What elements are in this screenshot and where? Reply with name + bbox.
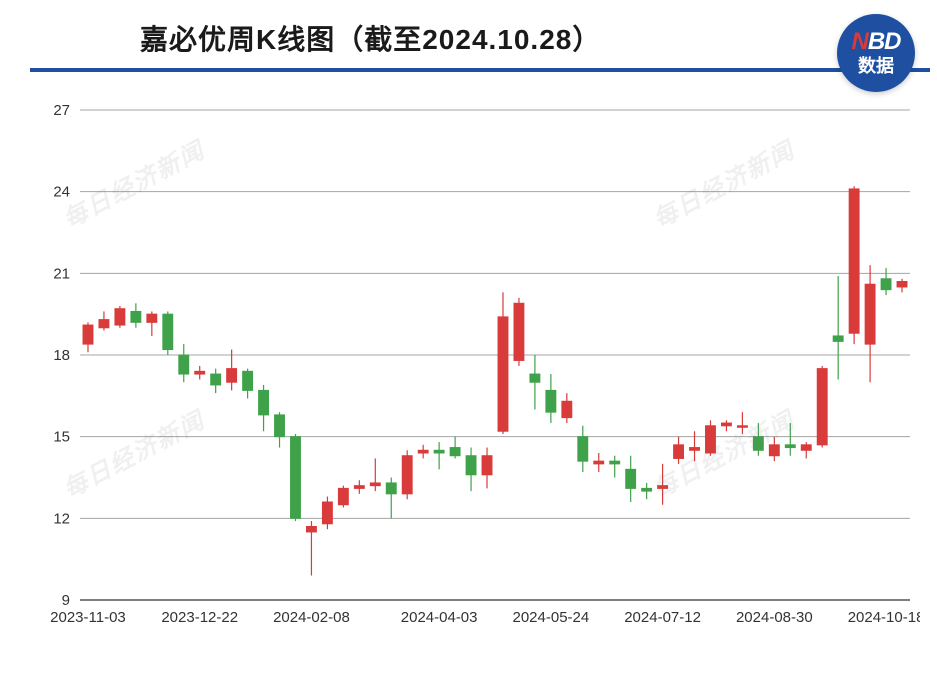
candle-body	[594, 461, 604, 464]
nbd-logo: NBD 数据	[837, 14, 915, 92]
candle-body	[498, 317, 508, 431]
candle-body	[482, 456, 492, 475]
x-tick-label: 2024-07-12	[624, 609, 701, 626]
candle-body	[753, 437, 763, 451]
candle-body	[450, 448, 460, 456]
candle-body	[530, 374, 540, 382]
x-tick-label: 2024-02-08	[273, 609, 350, 626]
candle-body	[115, 309, 125, 325]
candle-body	[642, 488, 652, 491]
candle-body	[386, 483, 396, 494]
x-tick-label: 2024-08-30	[736, 609, 813, 626]
candle-body	[514, 303, 524, 360]
title-rule	[30, 68, 930, 72]
candle-body	[434, 450, 444, 453]
x-tick-label: 2024-10-18	[848, 609, 920, 626]
candle-body	[322, 502, 332, 524]
candle-body	[546, 390, 556, 412]
candle-body	[578, 437, 588, 462]
y-tick-label: 15	[53, 429, 70, 446]
candle-body	[658, 486, 668, 489]
x-tick-label: 2023-11-03	[50, 609, 126, 626]
y-tick-label: 18	[53, 347, 70, 364]
candle-body	[865, 284, 875, 344]
chart-header: 嘉必优周K线图（截至2024.10.28） NBD 数据	[0, 0, 937, 72]
x-tick-label: 2023-12-22	[161, 609, 238, 626]
candle-body	[99, 320, 109, 328]
chart-title: 嘉必优周K线图（截至2024.10.28）	[140, 18, 937, 58]
candlestick-chart: 9 12 15 18 21 24 27 2023-11-03 2023-12-22 2024-02…	[30, 100, 920, 660]
logo-letter-d: D	[884, 28, 900, 55]
candle-body	[275, 415, 285, 437]
candle-body	[769, 445, 779, 456]
x-tick-label: 2024-05-24	[512, 609, 589, 626]
candle-body	[418, 450, 428, 453]
y-tick-label: 24	[53, 184, 70, 201]
x-tick-label: 2024-04-03	[401, 609, 478, 626]
y-tick-label: 21	[53, 265, 70, 282]
chart-svg: 9 12 15 18 21 24 27 2023-11-03 2023-12-22 2024-02…	[30, 100, 920, 660]
candle-body	[227, 369, 237, 383]
candle-body	[690, 448, 700, 451]
candle-body	[721, 423, 731, 426]
candle-body	[849, 189, 859, 333]
candle-body	[259, 390, 269, 415]
candle-body	[610, 461, 620, 464]
logo-letter-n: N	[851, 28, 867, 55]
nbd-logo-subtext: 数据	[858, 56, 894, 76]
candle-body	[370, 483, 380, 486]
candle-body	[833, 336, 843, 341]
y-tick-label: 27	[53, 102, 70, 119]
candle-body	[131, 311, 141, 322]
candle-body	[466, 456, 476, 475]
candle-body	[897, 282, 907, 287]
candle-body	[147, 314, 157, 322]
candle-body	[801, 445, 811, 450]
y-tick-label: 12	[53, 510, 70, 527]
candle-body	[338, 488, 348, 504]
candle-body	[354, 486, 364, 489]
candle-body	[785, 445, 795, 448]
candle-body	[562, 401, 572, 417]
candle-body	[737, 426, 747, 428]
candle-body	[83, 325, 93, 344]
candle-body	[163, 314, 173, 349]
y-tick-label: 9	[62, 592, 70, 609]
nbd-logo-text: NBD	[851, 30, 900, 54]
candle-body	[211, 374, 221, 385]
candle-body	[402, 456, 412, 494]
candle-body	[817, 369, 827, 445]
candle-body	[626, 469, 636, 488]
candle-body	[306, 527, 316, 532]
logo-letter-b: B	[868, 28, 884, 55]
candle-body	[291, 437, 301, 519]
candle-body	[243, 371, 253, 390]
candle-body	[706, 426, 716, 453]
candle-body	[674, 445, 684, 459]
candle-body	[881, 279, 891, 290]
candle-body	[195, 371, 205, 374]
candle-body	[179, 355, 189, 374]
